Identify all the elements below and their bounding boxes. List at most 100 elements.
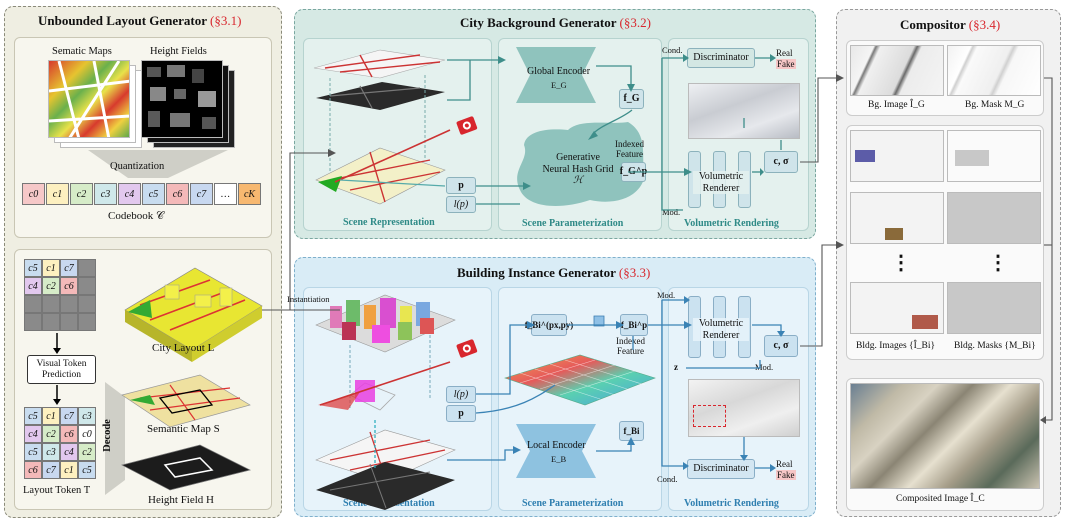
height-field-blocks <box>147 65 216 129</box>
quantization-label: Quantization <box>110 161 165 172</box>
city-bg-title-text: City Background Generator <box>460 15 617 30</box>
local-encoder-sub: E_B <box>551 454 567 464</box>
building-renderer-line1: Volumetric <box>698 318 744 329</box>
partial-grid-token <box>78 295 96 313</box>
compositor-title-text: Compositor <box>900 17 966 32</box>
building-volumetric-rendering-label: Volumetric Rendering <box>684 498 779 509</box>
bldg-image-3-building <box>912 315 938 329</box>
unbounded-section: (§3.1) <box>210 13 242 28</box>
city-background-title: City Background Generator (§3.2) <box>460 15 651 31</box>
building-renderer-label: Volumetric Renderer <box>693 318 749 341</box>
building-mod-right-label: Mod. <box>755 362 774 372</box>
bg-mask-label: Bg. Mask M_G <box>965 100 1025 110</box>
city-p-box: p <box>446 177 476 194</box>
building-indexed-line1: Indexed <box>616 336 645 346</box>
building-mod-top-label: Mod. <box>657 290 676 300</box>
bldg-mask-thumb-3 <box>947 282 1041 334</box>
height-field-thumb <box>141 60 223 138</box>
city-indexed-feature-label: Indexed Feature <box>615 139 644 160</box>
city-c-sigma-text: c, σ <box>773 156 789 168</box>
codebook-token: c7 <box>190 183 213 205</box>
unbounded-title-text: Unbounded Layout Generator <box>38 13 207 28</box>
composited-label: Composited Image Î_C <box>896 494 985 504</box>
codebook-token: c5 <box>142 183 165 205</box>
city-discriminator-text: Discriminator <box>693 52 749 64</box>
global-encoder-label: Global Encoder <box>527 66 591 77</box>
full-grid-token: c2 <box>42 425 60 443</box>
city-bg-section: (§3.2) <box>619 15 651 30</box>
hash-grid-line2: Neural Hash Grid <box>542 163 614 175</box>
building-p-text: p <box>458 407 464 419</box>
building-render-highlight <box>693 405 726 427</box>
local-encoder-label: Local Encoder <box>527 440 586 451</box>
codebook-token: c6 <box>166 183 189 205</box>
bg-image-thumb <box>850 45 944 96</box>
city-c-sigma-box: c, σ <box>764 151 798 173</box>
full-grid-token: c1 <box>42 407 60 425</box>
f-b-p-box: f_Bi^p <box>620 314 648 336</box>
codebook-token: c4 <box>118 183 141 205</box>
compositor-title: Compositor (§3.4) <box>900 17 1000 33</box>
codebook-label: Codebook 𝒞 <box>108 210 164 222</box>
f-b-pxy-text: f_Bi^(px,py) <box>524 319 574 330</box>
full-grid-token: c4 <box>24 425 42 443</box>
codebook-token: c2 <box>70 183 93 205</box>
bldg-image-1-building <box>855 150 875 162</box>
compositor-section: (§3.4) <box>968 17 1001 32</box>
city-renderer-line2: Renderer <box>702 182 740 194</box>
partial-grid-token: c1 <box>42 259 60 277</box>
city-indexed-line2: Feature <box>616 149 643 160</box>
city-lp-box: l(p) <box>446 196 476 213</box>
unbounded-layout-title: Unbounded Layout Generator (§3.1) <box>38 13 241 29</box>
building-p-box: p <box>446 405 476 422</box>
city-lp-text: l(p) <box>453 198 469 210</box>
bg-mask-thumb <box>947 45 1041 96</box>
full-grid-token: c3 <box>42 443 60 461</box>
city-renderer-line1: Volumetric <box>698 171 744 182</box>
full-grid-token: c5 <box>24 407 42 425</box>
partial-grid-token <box>78 259 96 277</box>
partial-grid-token: c7 <box>60 259 78 277</box>
building-render-image <box>688 379 800 437</box>
f-b-box: f_Bi <box>619 421 644 441</box>
partial-grid-token <box>24 295 42 313</box>
partial-grid-token <box>60 313 78 331</box>
building-c-sigma-text: c, σ <box>773 340 789 352</box>
partial-grid-token <box>24 313 42 331</box>
full-grid-token: c6 <box>60 425 78 443</box>
city-cond-label: Cond. <box>662 45 683 55</box>
partial-grid-token <box>60 295 78 313</box>
full-grid-token: c7 <box>60 407 78 425</box>
building-discriminator-text: Discriminator <box>693 463 749 475</box>
partial-grid-token <box>78 313 96 331</box>
building-discriminator-box: Discriminator <box>687 459 755 479</box>
building-z-label: z <box>674 362 678 372</box>
codebook-token: c0 <box>22 183 45 205</box>
full-grid-token: c6 <box>24 461 42 479</box>
hash-grid-line1: Generative <box>556 152 600 163</box>
full-grid-token: c2 <box>78 443 96 461</box>
building-indexed-feature-label: Indexed Feature <box>616 336 645 357</box>
bldg-mask-thumb-1 <box>947 130 1041 182</box>
building-lp-text: l(p) <box>453 388 469 400</box>
building-section: (§3.3) <box>618 265 651 280</box>
building-indexed-line2: Feature <box>617 346 644 357</box>
building-renderer-line2: Renderer <box>702 329 740 341</box>
partial-grid-token: c4 <box>24 277 42 295</box>
codebook-token: c3 <box>94 183 117 205</box>
full-grid-token: c7 <box>42 461 60 479</box>
partial-grid-token: c6 <box>60 277 78 295</box>
composited-image-thumb <box>850 383 1040 489</box>
partial-grid-token <box>78 277 96 295</box>
city-indexed-line1: Indexed <box>615 139 644 149</box>
height-fields-label: Height Fields <box>150 46 207 57</box>
visual-token-prediction-text: Visual Token Prediction <box>36 358 87 380</box>
building-lp-box: l(p) <box>446 386 476 403</box>
